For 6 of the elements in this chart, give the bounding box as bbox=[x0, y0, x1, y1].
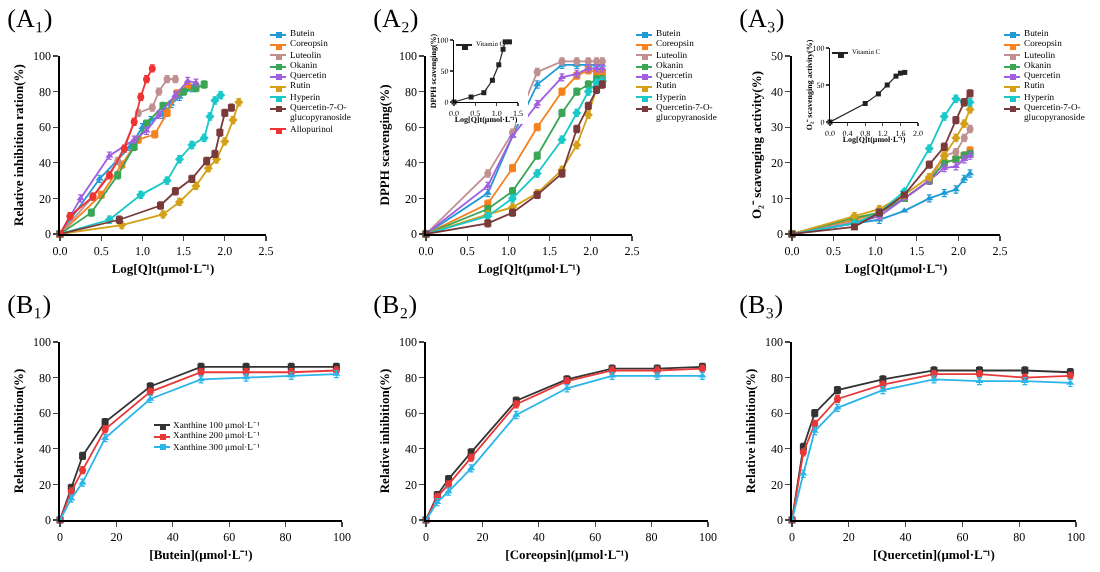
chart-title: (A₃) bbox=[739, 2, 785, 33]
chart-title: (B₁) bbox=[7, 288, 52, 319]
chart-title: (A₁) bbox=[7, 2, 53, 33]
chart-title: (B₂) bbox=[373, 288, 418, 319]
chart-title: (A₂) bbox=[373, 2, 419, 33]
chart-title: (B₃) bbox=[739, 288, 784, 319]
